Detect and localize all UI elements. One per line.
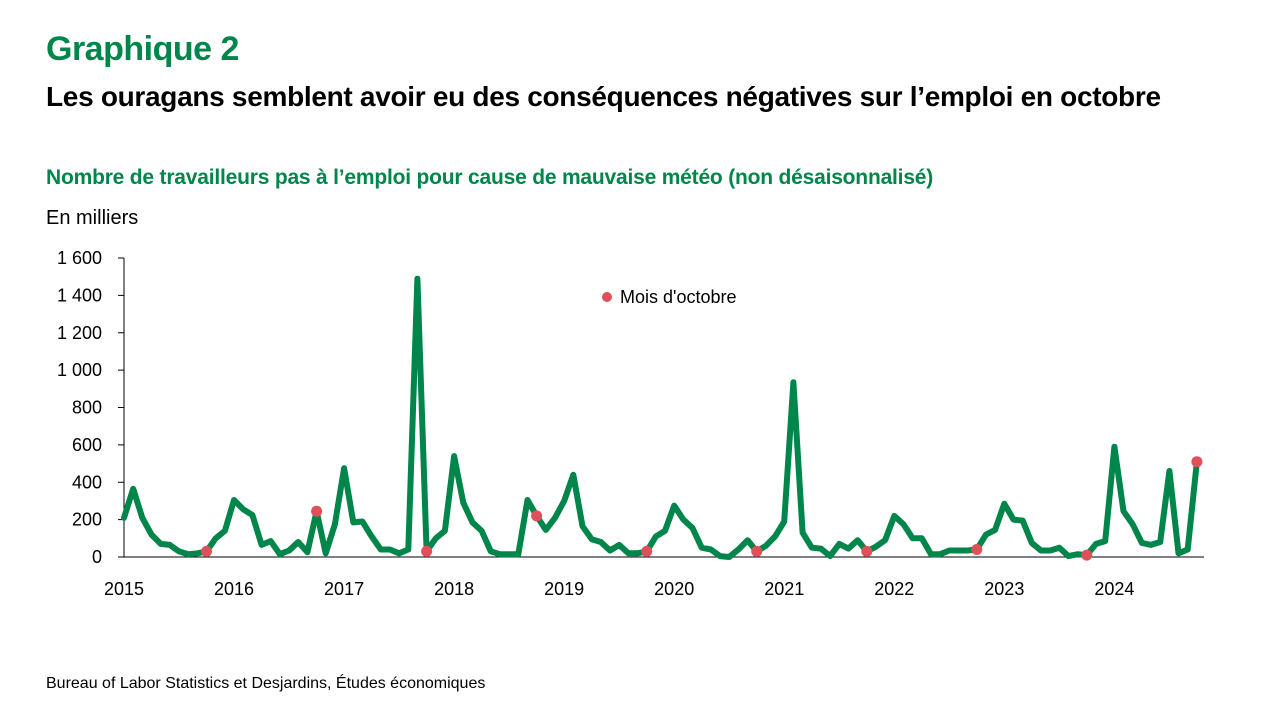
october-markers bbox=[201, 456, 1203, 561]
october-point bbox=[1191, 456, 1203, 468]
chart-title: Les ouragans semblent avoir eu des consé… bbox=[46, 81, 1161, 112]
october-point bbox=[311, 505, 323, 517]
x-tick-label: 2015 bbox=[104, 579, 144, 599]
legend-label-october: Mois d'octobre bbox=[620, 287, 737, 307]
source-note: Bureau of Labor Statistics et Desjardins… bbox=[46, 675, 486, 692]
x-tick-label: 2017 bbox=[324, 579, 364, 599]
y-tick-label: 0 bbox=[92, 547, 102, 567]
y-tick-label: 1 400 bbox=[57, 285, 102, 305]
series-group bbox=[121, 275, 1200, 560]
series-line bbox=[121, 275, 1200, 560]
y-tick-label: 400 bbox=[72, 472, 102, 492]
x-tick-label: 2024 bbox=[1094, 579, 1134, 599]
x-tick-label: 2019 bbox=[544, 579, 584, 599]
chart-number: Graphique 2 bbox=[46, 30, 239, 68]
x-tick-label: 2016 bbox=[214, 579, 254, 599]
y-tick-label: 1 200 bbox=[57, 323, 102, 343]
chart-subtitle: Nombre de travailleurs pas à l’emploi po… bbox=[46, 166, 934, 189]
y-tick-label: 600 bbox=[72, 435, 102, 455]
y-tick-label: 200 bbox=[72, 510, 102, 530]
x-tick-label: 2023 bbox=[984, 579, 1024, 599]
october-point bbox=[201, 545, 212, 557]
y-tick-label: 1 600 bbox=[57, 248, 102, 268]
x-tick-label: 2021 bbox=[764, 579, 804, 599]
october-point bbox=[421, 545, 433, 557]
y-axis: 0 200 400 600 800 1 000 1 200 1 400 1 600 bbox=[57, 248, 125, 567]
legend-marker-october bbox=[602, 292, 612, 302]
y-tick-label: 1 000 bbox=[57, 360, 102, 380]
x-tick-label: 2020 bbox=[654, 579, 694, 599]
legend: Mois d'octobre bbox=[602, 287, 737, 307]
october-point bbox=[861, 545, 873, 557]
y-tick-label: 800 bbox=[72, 398, 102, 418]
x-tick-label: 2022 bbox=[874, 579, 914, 599]
october-point bbox=[751, 545, 763, 557]
october-point bbox=[531, 510, 543, 522]
october-point bbox=[641, 545, 653, 557]
october-point bbox=[1081, 549, 1093, 561]
x-axis: 2015 2016 2017 2018 2019 2020 2021 2022 2023 2024 bbox=[104, 556, 1204, 599]
october-point bbox=[971, 544, 983, 555]
y-axis-units-label: En milliers bbox=[46, 207, 139, 229]
x-tick-label: 2018 bbox=[434, 579, 474, 599]
